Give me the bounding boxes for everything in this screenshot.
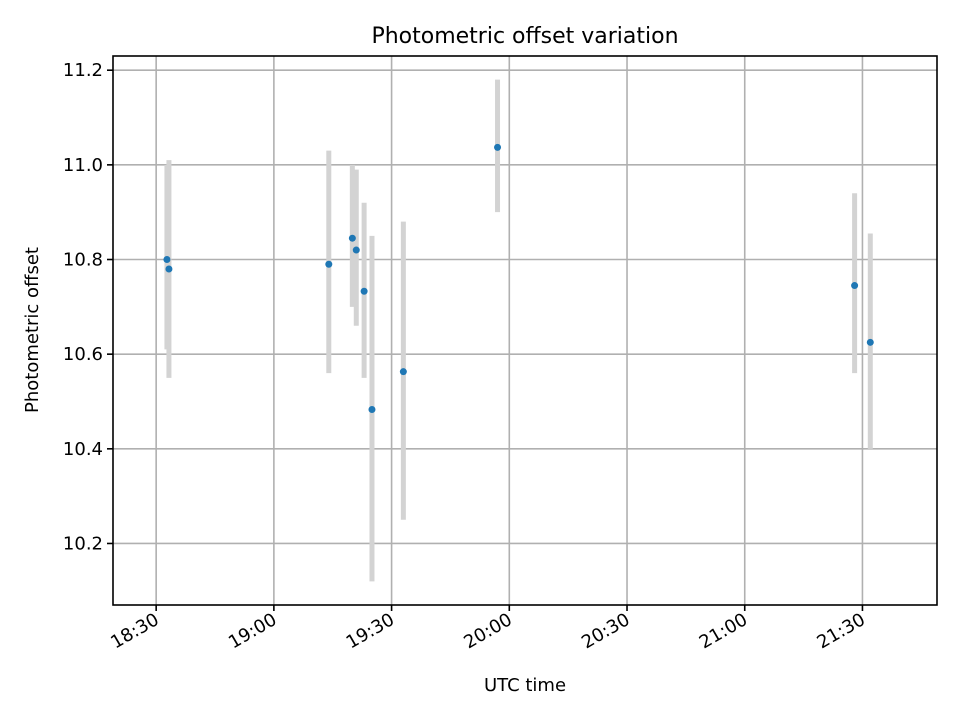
y-tick-label: 11.2: [63, 60, 103, 81]
data-point: [494, 143, 502, 151]
data-point: [866, 338, 874, 346]
data-points: [163, 143, 874, 414]
x-tick-label: 19:30: [343, 609, 398, 653]
data-point: [348, 234, 356, 242]
x-tick-label: 20:30: [578, 609, 633, 653]
data-point: [368, 406, 376, 414]
data-point: [163, 256, 171, 264]
x-tick-label: 21:30: [814, 609, 869, 653]
data-point: [352, 246, 360, 254]
x-tick-label: 20:00: [460, 609, 515, 653]
data-point: [325, 260, 333, 268]
error-bars: [164, 79, 873, 582]
y-tick-label: 10.8: [63, 250, 103, 271]
x-tick-label: 21:00: [696, 609, 751, 653]
plot-frame: [112, 55, 938, 606]
data-point: [851, 282, 859, 290]
y-axis-label: Photometric offset: [22, 247, 43, 413]
data-point: [399, 368, 407, 376]
grid-lines: [113, 56, 937, 605]
y-tick-label: 10.4: [63, 439, 103, 460]
y-tick-label: 10.2: [63, 533, 103, 554]
x-axis-label: UTC time: [484, 675, 566, 696]
y-tick-label: 11.0: [63, 155, 103, 176]
y-axis-ticks: 10.2 10.4 10.6 10.8 11.0 11.2: [63, 60, 113, 554]
data-point: [165, 265, 173, 273]
data-point: [360, 287, 368, 295]
chart-title: Photometric offset variation: [371, 24, 678, 49]
x-axis-ticks: 18:30 19:00 19:30 20:00 20:30 21:00 21:30: [107, 605, 869, 653]
y-tick-label: 10.6: [63, 344, 103, 365]
x-tick-label: 19:00: [225, 609, 280, 653]
x-tick-label: 18:30: [107, 609, 162, 653]
